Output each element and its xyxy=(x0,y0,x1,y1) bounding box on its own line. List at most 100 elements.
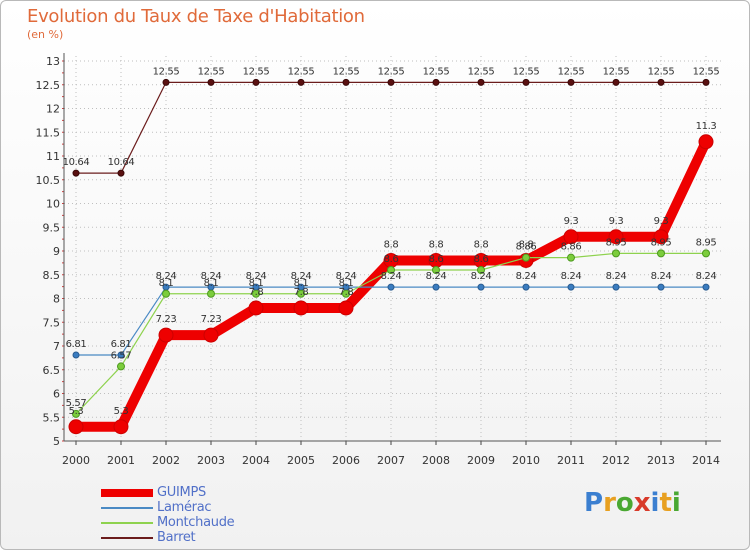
data-point-montchaude xyxy=(162,289,170,298)
data-point-barret xyxy=(432,78,440,86)
data-label-barret: 12.55 xyxy=(153,66,180,77)
legend-item-montchaude[interactable]: Montchaude xyxy=(101,515,301,530)
data-label-montchaude: 5.57 xyxy=(66,398,87,409)
proxiti-logo: Proxiti xyxy=(584,488,681,518)
x-tick-label: 2003 xyxy=(197,454,225,467)
x-tick-label: 2001 xyxy=(107,454,135,467)
data-point-barret xyxy=(72,169,80,177)
x-tick-label: 2012 xyxy=(602,454,630,467)
data-point-lamerac xyxy=(72,351,80,359)
data-label-barret: 12.55 xyxy=(468,66,495,77)
chart-subtitle: (en %) xyxy=(27,28,64,41)
data-point-montchaude xyxy=(522,253,530,262)
legend-item-guimps[interactable]: GUIMPS xyxy=(101,485,301,500)
y-tick-label: 7.5 xyxy=(43,316,61,329)
data-point-guimps xyxy=(203,327,219,343)
legend-swatch-montchaude xyxy=(101,522,153,524)
legend-label-montchaude: Montchaude xyxy=(157,515,235,530)
data-point-lamerac xyxy=(522,283,530,291)
data-label-lamerac: 8.24 xyxy=(201,271,222,282)
y-tick-label: 10 xyxy=(46,198,60,211)
data-point-guimps xyxy=(698,134,714,150)
x-tick-label: 2005 xyxy=(287,454,315,467)
data-label-guimps: 9.3 xyxy=(609,216,624,227)
y-tick-label: 12 xyxy=(46,103,60,116)
x-tick-label: 2008 xyxy=(422,454,450,467)
data-label-guimps: 7.23 xyxy=(156,314,177,325)
data-label-montchaude: 8.1 xyxy=(159,278,174,289)
legend-item-barret[interactable]: Barret xyxy=(101,530,301,545)
legend-swatch-barret xyxy=(101,537,153,539)
data-point-montchaude xyxy=(567,253,575,262)
data-label-barret: 12.55 xyxy=(333,66,360,77)
data-point-barret xyxy=(567,78,575,86)
data-label-lamerac: 6.81 xyxy=(66,339,87,350)
data-point-guimps xyxy=(338,300,354,316)
y-tick-label: 9.5 xyxy=(43,221,61,234)
data-point-montchaude xyxy=(657,249,665,258)
data-label-barret: 12.55 xyxy=(648,66,675,77)
data-label-montchaude: 8.86 xyxy=(561,242,582,253)
data-point-barret xyxy=(342,78,350,86)
x-tick-label: 2000 xyxy=(62,454,90,467)
axes xyxy=(62,53,721,445)
data-label-lamerac: 8.24 xyxy=(606,271,627,282)
data-label-barret: 12.55 xyxy=(198,66,225,77)
data-point-guimps xyxy=(113,419,129,435)
data-point-guimps xyxy=(158,327,174,343)
y-tick-label: 7 xyxy=(53,340,60,353)
data-label-guimps: 11.3 xyxy=(696,121,717,132)
data-point-montchaude xyxy=(207,289,215,298)
data-label-guimps: 8.8 xyxy=(519,240,534,251)
legend-item-lamerac[interactable]: Lamérac xyxy=(101,500,301,515)
data-label-barret: 12.55 xyxy=(378,66,405,77)
y-tick-label: 10.5 xyxy=(36,174,61,187)
data-label-montchaude: 8.95 xyxy=(696,237,717,248)
data-label-barret: 12.55 xyxy=(513,66,540,77)
y-tick-label: 13 xyxy=(46,55,60,68)
data-point-guimps xyxy=(608,229,624,245)
data-label-lamerac: 8.24 xyxy=(426,271,447,282)
legend-swatch-lamerac xyxy=(101,507,153,509)
x-tick-label: 2013 xyxy=(647,454,675,467)
data-point-barret xyxy=(522,78,530,86)
data-point-montchaude xyxy=(342,289,350,298)
logo-letter: o xyxy=(615,488,634,518)
y-tick-label: 12.5 xyxy=(36,79,61,92)
data-label-guimps: 9.3 xyxy=(654,216,669,227)
data-point-guimps xyxy=(563,229,579,245)
data-label-guimps: 7.23 xyxy=(201,314,222,325)
data-label-montchaude: 8.95 xyxy=(651,237,672,248)
data-label-guimps: 5.3 xyxy=(69,406,84,417)
legend-label-barret: Barret xyxy=(157,530,196,545)
data-point-lamerac xyxy=(432,283,440,291)
data-point-lamerac xyxy=(567,283,575,291)
data-label-montchaude: 8.6 xyxy=(384,254,399,265)
logo-letter: t xyxy=(659,488,672,518)
data-label-lamerac: 8.24 xyxy=(381,271,402,282)
data-label-montchaude: 8.6 xyxy=(474,254,489,265)
data-point-montchaude xyxy=(297,289,305,298)
data-point-lamerac xyxy=(612,283,620,291)
data-label-barret: 12.55 xyxy=(288,66,315,77)
data-point-lamerac xyxy=(117,351,125,359)
data-label-guimps: 8.8 xyxy=(474,240,489,251)
y-tick-label: 8 xyxy=(53,293,60,306)
series-line-barret xyxy=(75,81,707,174)
y-tick-label: 6 xyxy=(53,388,60,401)
data-point-barret xyxy=(612,78,620,86)
logo-letter: r xyxy=(603,488,616,518)
legend: GUIMPS Lamérac Montchaude Barret xyxy=(101,485,301,545)
x-tick-label: 2011 xyxy=(557,454,585,467)
data-label-barret: 12.55 xyxy=(693,66,720,77)
data-label-barret: 12.55 xyxy=(423,66,450,77)
x-tick-label: 2006 xyxy=(332,454,360,467)
x-tick-label: 2002 xyxy=(152,454,180,467)
data-label-lamerac: 8.24 xyxy=(246,271,267,282)
data-point-barret xyxy=(657,78,665,86)
logo-letter: x xyxy=(633,488,651,518)
data-point-lamerac xyxy=(387,283,395,291)
x-tick-label: 2014 xyxy=(692,454,720,467)
data-point-guimps xyxy=(293,300,309,316)
